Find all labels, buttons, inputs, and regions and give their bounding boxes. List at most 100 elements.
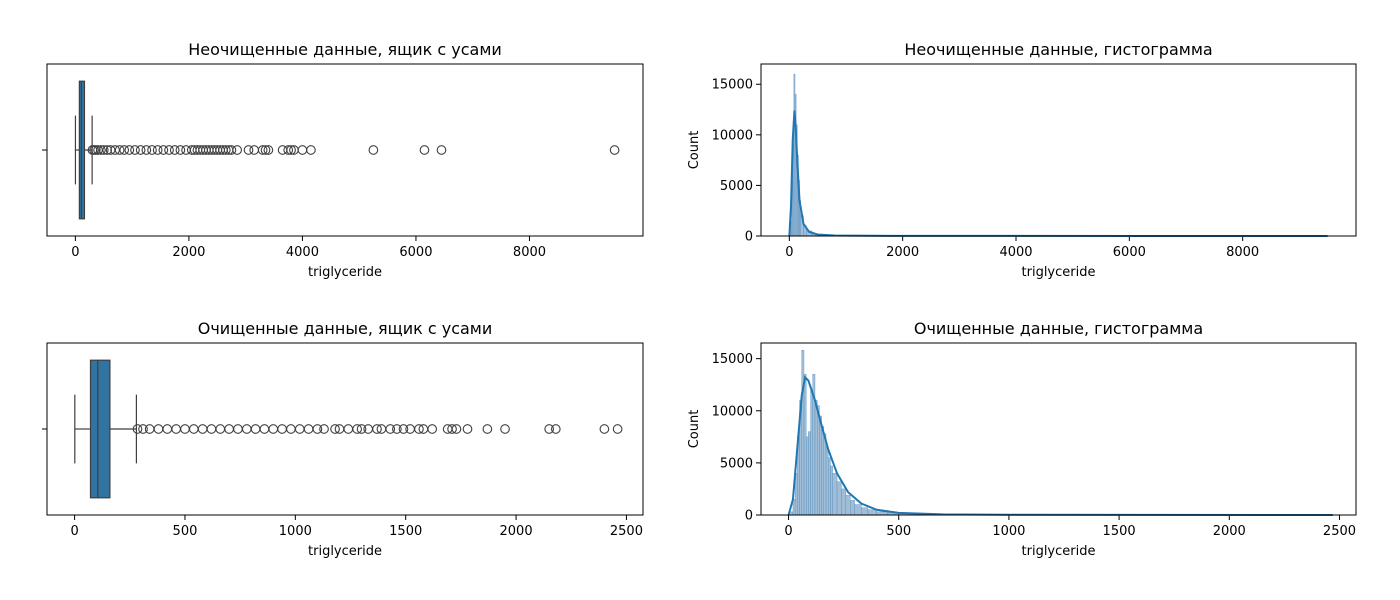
outlier-point xyxy=(392,424,402,434)
outlier-point xyxy=(98,145,109,155)
y-tick-label: 5000 xyxy=(720,179,753,194)
box-iqr xyxy=(89,359,111,499)
histogram-bar xyxy=(825,447,829,516)
histogram-bar xyxy=(819,415,822,516)
chart-title: Очищенные данные, ящик с усами xyxy=(198,319,493,338)
chart-title: Неочищенные данные, гистограмма xyxy=(904,40,1212,59)
chart-title: Неочищенные данные, ящик с усами xyxy=(188,40,502,59)
histogram-bar xyxy=(830,465,833,516)
outlier-point xyxy=(363,424,374,434)
outlier-point xyxy=(141,145,152,155)
outlier-point xyxy=(169,145,180,155)
histogram-bar xyxy=(828,457,831,516)
outlier-point xyxy=(343,424,354,434)
outlier-point xyxy=(414,424,424,434)
y-axis-label: Count xyxy=(687,131,702,170)
outlier-point xyxy=(259,424,270,434)
axes-frame xyxy=(760,342,1357,516)
outlier-point xyxy=(124,145,135,155)
y-tick-label: 0 xyxy=(745,230,753,245)
outlier-point xyxy=(171,424,181,434)
histogram-bar xyxy=(823,433,827,516)
outlier-point xyxy=(436,145,447,155)
histogram-bar xyxy=(808,431,811,516)
outlier-point xyxy=(312,424,323,434)
histogram-bar xyxy=(836,481,842,516)
axes-frame xyxy=(46,63,644,237)
x-tick-label: 4000 xyxy=(286,245,319,260)
histogram-bar xyxy=(832,473,838,516)
outlier-point xyxy=(447,424,457,434)
x-axis-label: triglyceride xyxy=(308,265,382,280)
outlier-point xyxy=(286,424,296,434)
histogram-bar xyxy=(845,494,851,516)
histogram-bar xyxy=(801,350,805,516)
outlier-point xyxy=(102,145,113,155)
clean-histogram-panel: Очищенные данные, гистограмма triglycerid… xyxy=(687,319,1357,559)
x-tick-label: 1000 xyxy=(992,524,1025,539)
clean-boxplot-panel: Очищенные данные, ящик с усами triglyceri… xyxy=(42,319,644,559)
outlier-point xyxy=(153,424,164,434)
outlier-point xyxy=(352,424,362,434)
outlier-point xyxy=(241,424,252,434)
outlier-point xyxy=(206,424,217,434)
outlier-point xyxy=(158,145,169,155)
outlier-point xyxy=(147,145,157,155)
outlier-point xyxy=(283,145,294,155)
outlier-point xyxy=(330,424,340,434)
outlier-point xyxy=(451,424,462,434)
raw-histogram-panel: Неочищенные данные, гистограмма triglycer… xyxy=(687,40,1357,280)
outlier-point xyxy=(180,424,190,434)
raw-boxplot-panel: Неочищенные данные, ящик с усами triglyce… xyxy=(42,40,644,280)
y-axis-label: Count xyxy=(687,410,702,449)
x-tick-label: 0 xyxy=(784,524,792,539)
outlier-point xyxy=(263,145,274,155)
outlier-point xyxy=(249,145,260,155)
x-tick-label: 1500 xyxy=(389,524,422,539)
y-tick-label: 15000 xyxy=(712,78,753,93)
x-tick-label: 6000 xyxy=(399,245,432,260)
outlier-point xyxy=(277,424,287,434)
outlier-point xyxy=(215,424,226,434)
x-tick-label: 0 xyxy=(785,245,793,260)
y-tick-label: 15000 xyxy=(712,352,753,367)
x-axis-label: triglyceride xyxy=(308,544,382,559)
outlier-point xyxy=(197,424,208,434)
y-tick-label: 5000 xyxy=(720,456,753,471)
outlier-point xyxy=(297,145,308,155)
x-tick-label: 2500 xyxy=(610,524,643,539)
outlier-point xyxy=(220,145,231,155)
outlier-point xyxy=(138,424,148,434)
outlier-point xyxy=(119,145,130,155)
outlier-point xyxy=(609,145,620,155)
histogram-bar xyxy=(861,507,869,516)
outlier-point xyxy=(319,424,329,434)
histogram-bar xyxy=(854,504,862,516)
outlier-point xyxy=(398,424,409,434)
axes-frame xyxy=(760,63,1357,237)
x-tick-label: 500 xyxy=(173,524,198,539)
outlier-point xyxy=(130,145,140,155)
x-axis-label: triglyceride xyxy=(1022,544,1096,559)
x-tick-label: 2000 xyxy=(1213,524,1246,539)
kde-line xyxy=(787,375,1333,516)
y-tick-label: 10000 xyxy=(712,128,753,143)
histogram-bar xyxy=(850,500,855,516)
x-tick-label: 2000 xyxy=(886,245,919,260)
outlier-point xyxy=(164,145,174,155)
outlier-point xyxy=(243,145,254,155)
outlier-point xyxy=(233,424,243,434)
outlier-point xyxy=(226,145,237,155)
x-tick-label: 2000 xyxy=(172,245,205,260)
outlier-point xyxy=(368,145,379,155)
outlier-point xyxy=(419,145,430,155)
outlier-point xyxy=(462,424,473,434)
outlier-point xyxy=(144,424,155,434)
outlier-point xyxy=(385,424,396,434)
histogram-bar xyxy=(867,509,877,516)
outlier-point xyxy=(90,145,101,155)
outlier-point xyxy=(427,424,438,434)
x-tick-label: 2000 xyxy=(500,524,533,539)
x-tick-label: 8000 xyxy=(513,245,546,260)
